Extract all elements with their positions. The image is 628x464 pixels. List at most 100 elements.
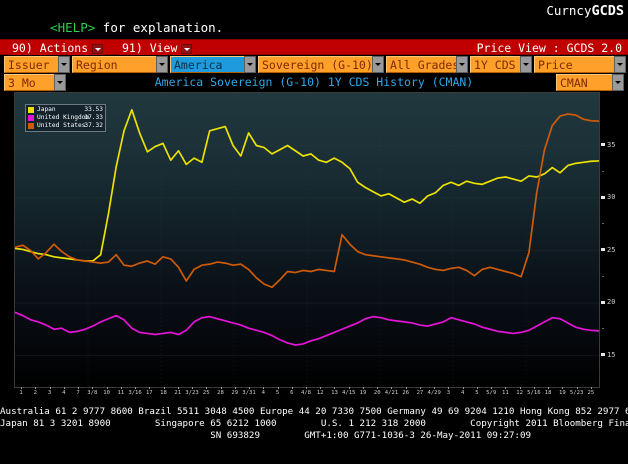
footer-line-1: Australia 61 2 9777 8600 Brazil 5511 304…	[0, 406, 628, 417]
chevron-down-icon[interactable]	[244, 56, 256, 73]
view-menu-button[interactable]: 91) View	[120, 41, 195, 55]
y-axis-tick-mark	[601, 195, 605, 199]
header-curncy-label: Curncy	[546, 3, 592, 18]
x-axis-tick-mark	[177, 387, 179, 389]
source-dropdown[interactable]: CMAN	[556, 74, 624, 91]
period-value[interactable]: 3 Mo	[4, 74, 54, 91]
x-axis-tick-label: 21	[174, 390, 182, 396]
period-dropdown[interactable]: 3 Mo	[4, 74, 66, 91]
x-axis-tick-mark	[562, 387, 564, 389]
y-axis-tick-label: 35	[601, 141, 615, 149]
bloomberg-terminal-screen: <HELP> for explanation. CurncyGCDS Scree…	[0, 2, 628, 451]
chevron-down-icon[interactable]	[54, 74, 66, 91]
x-axis-tick-label: 11	[117, 390, 125, 396]
x-axis-tick-label: 12	[516, 390, 524, 396]
legend-label: United Kingdom	[37, 114, 90, 121]
x-axis-tick-mark	[106, 387, 108, 389]
filter-dropdown-issuer[interactable]: Issuer	[4, 56, 70, 73]
filter-dropdown-pricetype[interactable]: Price	[534, 56, 626, 73]
header-security-code: CurncyGCDS	[546, 2, 624, 20]
filter-value-country[interactable]: America	[170, 56, 244, 73]
x-axis-tick-mark	[149, 387, 151, 389]
chevron-down-icon[interactable]	[58, 56, 70, 73]
x-axis-tick-mark	[277, 387, 279, 389]
y-axis-tick-mark	[601, 300, 605, 304]
chevron-down-icon[interactable]	[614, 56, 626, 73]
x-axis-tick-mark	[476, 387, 478, 389]
chevron-down-icon[interactable]	[456, 56, 468, 73]
x-axis-tick-label: 4/8	[300, 390, 312, 396]
series-line-united-kingdom	[15, 311, 599, 346]
legend-item: United States 37.32	[28, 122, 103, 130]
filter-value-region[interactable]: Region	[72, 56, 156, 73]
x-axis-tick-mark	[377, 387, 379, 389]
x-axis-tick-mark	[491, 387, 493, 389]
chart-legend: Japan 33.53 United Kingdom 17.33 United …	[25, 104, 106, 132]
x-axis-tick-label: 3	[446, 390, 451, 396]
x-axis-tick-mark	[49, 387, 51, 389]
legend-value: 37.32	[84, 122, 103, 129]
x-axis-tick-label: 28	[217, 390, 224, 396]
filter-dropdown-region[interactable]: Region	[72, 56, 168, 73]
x-axis-tick-label: 4	[62, 390, 66, 396]
legend-label: United States	[37, 122, 86, 129]
filter-value-pricetype[interactable]: Price	[534, 56, 614, 73]
x-axis-tick-label: 25	[202, 390, 210, 396]
x-axis-tick-mark	[206, 387, 208, 389]
series-line-japan	[15, 108, 599, 262]
filter-value-issuer[interactable]: Issuer	[4, 56, 58, 73]
chevron-down-icon[interactable]	[612, 74, 624, 91]
chevron-down-icon[interactable]	[520, 56, 532, 73]
filter-dropdown-grades[interactable]: All Grades	[386, 56, 468, 73]
y-axis-tick-mark	[601, 248, 605, 251]
x-axis-tick-label: 5	[275, 390, 280, 396]
x-axis-tick-mark	[63, 387, 65, 389]
filter-dropdown-country[interactable]: America	[170, 56, 256, 73]
x-axis-tick-mark	[263, 387, 265, 389]
x-axis-tick-mark	[419, 387, 421, 389]
x-axis-tick-mark	[434, 387, 436, 389]
help-tag[interactable]: <HELP>	[50, 20, 96, 35]
chart-y-axis: 35 30 25 20 15	[601, 92, 628, 388]
filter-dropdown-tenor[interactable]: 1Y CDS	[470, 56, 532, 73]
x-axis-tick-mark	[334, 387, 336, 389]
chart-plot-area[interactable]: Japan 33.53 United Kingdom 17.33 United …	[14, 92, 600, 388]
filter-dropdown-sector[interactable]: Sovereign (G-10)	[258, 56, 384, 73]
x-axis-tick-label: 4	[261, 390, 265, 396]
x-axis-tick-mark	[234, 387, 236, 389]
chevron-down-icon[interactable]	[92, 43, 104, 54]
x-axis-tick-mark	[78, 387, 80, 389]
filter-value-tenor[interactable]: 1Y CDS	[470, 56, 520, 73]
filter-value-grades[interactable]: All Grades	[386, 56, 456, 73]
header-saved-line: Screen saved as C:\Documents and Setting…	[0, 19, 628, 52]
x-axis-tick-mark	[192, 387, 194, 389]
x-axis-tick-mark	[519, 387, 521, 389]
chevron-down-icon[interactable]	[156, 56, 168, 73]
x-axis-tick-mark	[576, 387, 578, 389]
x-axis-tick-label: 29	[231, 390, 239, 396]
source-value[interactable]: CMAN	[556, 74, 612, 91]
x-axis-tick-mark	[448, 387, 450, 389]
chevron-down-icon[interactable]	[181, 43, 193, 54]
x-axis-tick-label: 3/16	[128, 390, 142, 396]
x-axis-tick-label: 25	[587, 390, 595, 396]
chevron-down-icon[interactable]	[372, 56, 384, 73]
x-axis-tick-mark	[163, 387, 165, 389]
x-axis-tick-label: 3/23	[185, 390, 199, 396]
footer-line-2: Japan 81 3 3201 8900 Singapore 65 6212 1…	[0, 418, 628, 429]
legend-swatch-icon	[28, 123, 34, 129]
chart-series-lines	[15, 108, 599, 346]
x-axis-tick-mark	[533, 387, 535, 389]
x-axis-tick-label: 5	[475, 390, 479, 396]
footer-line-3: SN 693829 GMT+1:00 G771-1036-3 26-May-20…	[0, 430, 532, 441]
footer-contact-info: Australia 61 2 9777 8600 Brazil 5511 304…	[0, 404, 628, 451]
legend-swatch-icon	[28, 107, 34, 113]
chart-container: Japan 33.53 United Kingdom 17.33 United …	[14, 92, 615, 395]
y-axis-tick-mark	[601, 353, 605, 356]
chart-title: America Sovereign (G-10) 1Y CDS History …	[154, 75, 474, 89]
actions-menu-label: 90) Actions	[12, 41, 89, 55]
filter-value-sector[interactable]: Sovereign (G-10)	[258, 56, 372, 73]
actions-menu-button[interactable]: 90) Actions	[10, 41, 106, 55]
help-explanation-text: for explanation.	[95, 20, 224, 35]
x-axis-tick-mark	[35, 387, 37, 389]
